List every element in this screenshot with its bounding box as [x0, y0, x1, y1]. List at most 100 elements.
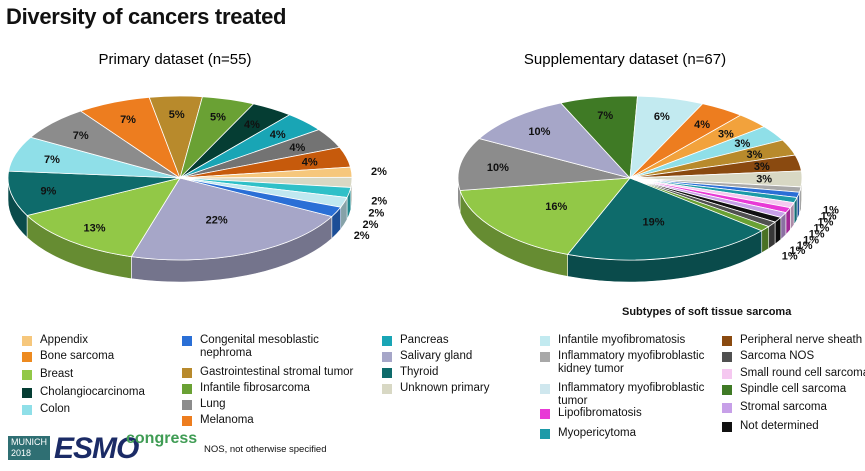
data-label-3: 10% — [528, 126, 550, 138]
data-label-9: 4% — [270, 129, 286, 141]
legend-swatch — [540, 336, 550, 346]
legend-swatch — [182, 336, 192, 346]
pie-slice-breast — [26, 177, 181, 258]
data-label-5: 7% — [120, 114, 136, 126]
legend-swatch — [540, 409, 550, 419]
pie-slice-thyroid — [566, 177, 763, 261]
logo-congress: congress — [126, 430, 198, 447]
data-label-7: 3% — [718, 128, 734, 140]
data-label-2: 9% — [40, 185, 56, 197]
data-label-3: 7% — [44, 154, 60, 166]
legend-swatch — [22, 370, 32, 380]
data-label-16: 2% — [354, 230, 370, 242]
legend-sarcoma: Infantile myofibromatosis Inflammatory my… — [540, 334, 865, 444]
legend-label: Appendix — [40, 334, 88, 346]
esmo-logo: MUNICH 2018 ESMO congress — [8, 430, 197, 468]
legend-swatch — [382, 384, 392, 394]
legend-label: Congenital mesoblastic nephroma — [200, 334, 319, 359]
data-label-20: 1% — [782, 250, 798, 262]
page-title: Diversity of cancers treated — [6, 4, 287, 29]
pie-slice-thyroid — [7, 170, 181, 216]
legend-swatch — [722, 336, 732, 346]
legend-label: Bone sarcoma — [40, 350, 115, 362]
legend-swatch — [22, 388, 32, 398]
legend-label: Unknown primary — [400, 382, 490, 394]
legend-label: Peripheral nerve sheath — [740, 334, 863, 346]
legend-label: Small round cell sarcoma — [740, 367, 865, 379]
legend-label: Salivary gland — [400, 350, 473, 362]
pie-slice-breast — [459, 177, 631, 255]
legend-label: Cholangiocarcinoma — [40, 386, 145, 398]
data-label-4: 7% — [73, 130, 89, 142]
data-label-6: 4% — [694, 119, 710, 131]
legend-primary: Appendix Bone sarcoma Breast Cholangiocarci… — [22, 334, 522, 434]
legend-label: Colon — [40, 403, 71, 415]
data-label-10: 3% — [754, 161, 770, 173]
legend-swatch — [22, 405, 32, 415]
data-label-13: 1% — [821, 211, 837, 223]
logo-brand: ESMO — [54, 432, 139, 465]
data-label-10: 4% — [289, 142, 305, 154]
data-label-9: 3% — [747, 149, 763, 161]
data-label-14: 2% — [368, 207, 384, 219]
legend-label: Gastrointestinal stromal tumor — [200, 366, 354, 378]
data-label-6: 5% — [169, 109, 185, 121]
pie-slice-infantile-fibrosarcoma — [629, 177, 770, 232]
data-label-18: 1% — [797, 240, 813, 252]
data-label-0: 19% — [642, 217, 664, 229]
pie-charts: Primary dataset (n=55) Supplementary dat… — [7, 51, 839, 283]
data-label-7: 5% — [210, 112, 226, 124]
legend-swatch — [722, 403, 732, 413]
legend-swatch — [182, 416, 192, 426]
data-label-15: 2% — [363, 219, 379, 231]
data-label-12: 2% — [371, 166, 387, 178]
legend-swatch — [22, 352, 32, 362]
sarcoma-subtitle: Subtypes of soft tissue sarcoma — [622, 306, 792, 318]
legend-label: Melanoma — [200, 414, 254, 426]
legend-swatch — [722, 369, 732, 379]
data-label-11: 4% — [302, 157, 318, 169]
legend-swatch — [540, 384, 550, 394]
data-label-11: 3% — [756, 174, 772, 186]
legend-swatch — [182, 400, 192, 410]
legend-label: Pancreas — [400, 334, 449, 346]
data-label-1: 16% — [545, 201, 567, 213]
legend-label: Infantile fibrosarcoma — [200, 382, 310, 394]
data-label-4: 7% — [597, 110, 613, 122]
pie-primary: 22%13%9%7%7%7% 5% 5%4%4%4%4%2%2%2%2%2% — [7, 95, 387, 283]
pie-supplementary: 19%16%10%10%7% 6%4%3%3%3%3%3%1%1%1%1%1%1%… — [457, 95, 839, 283]
data-label-8: 4% — [244, 119, 260, 131]
chart-title-primary: Primary dataset (n=55) — [99, 51, 252, 68]
legend-swatch — [382, 368, 392, 378]
data-label-19: 1% — [790, 245, 806, 257]
legend-swatch — [382, 336, 392, 346]
pie-slice-salivary-gland — [478, 102, 632, 179]
data-label-12: 1% — [823, 204, 839, 216]
pie-slice-congenital-mesoblastic-nephroma — [179, 177, 342, 217]
data-label-2: 10% — [487, 162, 509, 174]
legend-label: Stromal sarcoma — [740, 401, 827, 413]
legend-swatch — [382, 352, 392, 362]
legend-label: Thyroid — [400, 366, 439, 378]
data-label-16: 1% — [809, 229, 825, 241]
legend-label: Inflammatory myofibroblastic kidney tumo… — [558, 350, 705, 375]
legend-swatch — [722, 422, 732, 432]
legend-swatch — [722, 385, 732, 395]
legend-label: Spindle cell sarcoma — [740, 383, 847, 395]
data-label-13: 2% — [371, 196, 387, 208]
legend-label: Sarcoma NOS — [740, 350, 815, 362]
legend-swatch — [22, 336, 32, 346]
legend-swatch — [182, 368, 192, 378]
data-label-17: 1% — [803, 234, 819, 246]
legend-label: Inflammatory myofibroblastic tumor — [558, 382, 705, 407]
data-label-5: 6% — [654, 111, 670, 123]
legend-label: Myopericytoma — [558, 427, 636, 439]
legend-label: Not determined — [740, 420, 819, 432]
pie-slice-lung — [457, 138, 631, 191]
data-label-1: 13% — [83, 222, 105, 234]
legend-swatch — [540, 352, 550, 362]
legend-label: Breast — [40, 368, 74, 380]
legend-label: Lipofibromatosis — [558, 407, 642, 419]
legend-swatch — [540, 429, 550, 439]
logo-city: MUNICH 2018 — [8, 436, 50, 460]
